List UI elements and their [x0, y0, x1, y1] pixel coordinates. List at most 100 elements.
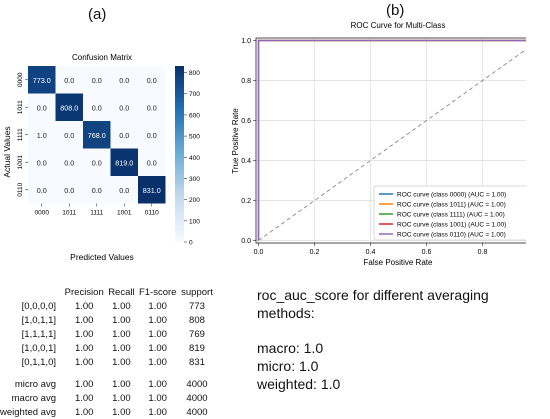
- cm-ylabel: Actual Values: [2, 126, 12, 177]
- roc-auc-scores: roc_auc_score for different averaging me…: [257, 286, 550, 393]
- cm-cell-value: 0.0: [37, 186, 47, 195]
- report-cell: 773: [189, 300, 205, 312]
- cm-cell-1-1: [55, 93, 83, 121]
- report-cell: 1.00: [148, 342, 167, 354]
- roc-auc-micro: micro: 1.0: [257, 358, 319, 374]
- report-row-label: weighted avg: [0, 406, 56, 418]
- cm-title: Confusion Matrix: [72, 53, 132, 62]
- report-cell: 769: [189, 328, 205, 340]
- report-cell: 4000: [186, 378, 208, 390]
- cm-cell-4-3: [110, 176, 138, 204]
- report-cell: 1.00: [148, 406, 167, 418]
- cm-cell-value: 819.0: [115, 158, 133, 167]
- roc-ytick-label: 0.8: [241, 78, 251, 85]
- report-cell: 819: [189, 342, 205, 354]
- report-cell: 4000: [186, 406, 208, 418]
- roc-legend: ROC curve (class 0000) (AUC = 1.00) ROC c…: [373, 185, 526, 241]
- report-cell: 1.00: [148, 392, 167, 404]
- cm-cell-value: 0.0: [147, 158, 157, 167]
- report-row-label: micro avg: [14, 378, 56, 390]
- cm-cell-value: 0.0: [37, 158, 47, 167]
- roc-legend-label: ROC curve (class 1011) (AUC = 1.00): [397, 202, 506, 209]
- cm-cell-1-3: [110, 93, 138, 121]
- cm-colorbar-label: 400: [189, 155, 200, 162]
- cm-cell-value: 0.0: [92, 158, 102, 167]
- report-cell: 1.00: [74, 342, 94, 354]
- cm-xtick-label: 0110: [145, 210, 159, 217]
- report-cell: 1.00: [148, 328, 167, 340]
- cm-xlabel: Predicted Values: [70, 252, 134, 262]
- report-header-support: support: [181, 286, 213, 298]
- roc-xtick-label: 0.2: [310, 249, 320, 256]
- cm-xtick-label: 1011: [62, 210, 76, 217]
- roc-chart: ROC Curve for Multi-Class 0.0 0.2 0.4 0.6 0.…: [231, 21, 526, 267]
- cm-cell-value: 808.0: [60, 103, 78, 112]
- cm-xtick-label: 0000: [35, 210, 50, 217]
- report-cell: 1.00: [112, 328, 131, 340]
- report-cell: 808: [189, 314, 205, 326]
- roc-ytick-label: 0.2: [241, 198, 251, 205]
- roc-ytick-label: 0.4: [241, 158, 251, 165]
- cm-cell-4-0: [28, 176, 56, 204]
- cm-cell-value: 0.0: [119, 186, 129, 195]
- cm-cell-4-4: [138, 176, 166, 204]
- report-cell: 1.00: [112, 378, 131, 390]
- roc-legend-label: ROC curve (class 1111) (AUC = 1.00): [397, 212, 505, 219]
- roc-legend-box: [373, 185, 526, 241]
- cm-cell-1-2: [83, 93, 111, 121]
- cm-cell-value: 0.0: [64, 158, 74, 167]
- report-header-precision: Precision: [64, 286, 104, 298]
- cm-ytick-label: 1111: [17, 128, 24, 141]
- cm-ytick-label: 1001: [17, 155, 24, 170]
- report-class-row: [1,1,1,1] 1.00 1.00 1.00 769: [0, 327, 215, 341]
- report-header-f1: F1-score: [138, 286, 177, 298]
- report-average-row: micro avg 1.00 1.00 1.00 4000: [0, 377, 215, 391]
- cm-cell-value: 0.0: [92, 103, 102, 112]
- report-cell: 1.00: [112, 356, 131, 368]
- report-row-label: [0,1,1,0]: [21, 356, 56, 368]
- cm-cell-2-0: [28, 121, 56, 149]
- cm-colorbar-label: 800: [189, 70, 200, 77]
- roc-chance-line: [258, 48, 526, 241]
- cm-cell-value: 0.0: [147, 131, 157, 140]
- roc-ytick-label: 1.0: [241, 38, 251, 45]
- cm-cell-value: 1.0: [37, 131, 47, 140]
- cm-ytick-label: 0000: [17, 72, 24, 87]
- cm-cell-4-1: [55, 176, 83, 204]
- roc-auc-macro: macro: 1.0: [257, 340, 324, 356]
- report-cell: 1.00: [148, 314, 167, 326]
- report-row-label: [1,1,1,1]: [21, 328, 56, 340]
- cm-cell-value: 0.0: [119, 103, 129, 112]
- cm-cell-value: 773.0: [33, 76, 51, 85]
- cm-ytick-label: 1011: [17, 100, 24, 114]
- report-cell: 1.00: [74, 314, 94, 326]
- report-average-row: weighted avg 1.00 1.00 1.00 4000: [0, 405, 215, 419]
- report-header-class: [0, 285, 62, 299]
- roc-xlabel: False Positive Rate: [364, 258, 433, 267]
- report-cell: 1.00: [74, 392, 94, 404]
- report-gap: [0, 369, 215, 377]
- roc-auc-weighted: weighted: 1.0: [257, 376, 341, 392]
- cm-cell-0-2: [83, 66, 111, 94]
- roc-series-line-4: [257, 39, 526, 241]
- roc-plot-frame: [255, 37, 526, 244]
- cm-xtick-label: 1001: [117, 210, 132, 217]
- report-class-row: [0,1,1,0] 1.00 1.00 1.00 831: [0, 355, 215, 369]
- cm-colorbar-label: 100: [189, 218, 200, 225]
- cm-cell-0-1: [55, 66, 83, 94]
- cm-cell-3-1: [55, 148, 83, 176]
- cm-colorbar-label: 500: [189, 134, 200, 141]
- roc-ylabel: True Positive Rate: [231, 108, 240, 174]
- cm-cell-3-0: [28, 148, 56, 176]
- report-cell: 1.00: [112, 300, 131, 312]
- cm-cell-1-4: [138, 93, 166, 121]
- report-row-label: [0,0,0,0]: [21, 300, 56, 312]
- cm-cell-1-0: [28, 93, 56, 121]
- roc-title: ROC Curve for Multi-Class: [351, 21, 446, 30]
- cm-colorbar: [175, 66, 184, 242]
- report-class-row: [0,0,0,0] 1.00 1.00 1.00 773: [0, 299, 215, 313]
- cm-colorbar-label: 600: [189, 112, 200, 119]
- confusion-matrix-chart: Confusion Matrix 773.0 0.0 0.0 0.0 0.0 0.0 808…: [2, 53, 200, 262]
- cm-cell-0-3: [110, 66, 138, 94]
- cm-colorbar-label: 300: [189, 176, 200, 183]
